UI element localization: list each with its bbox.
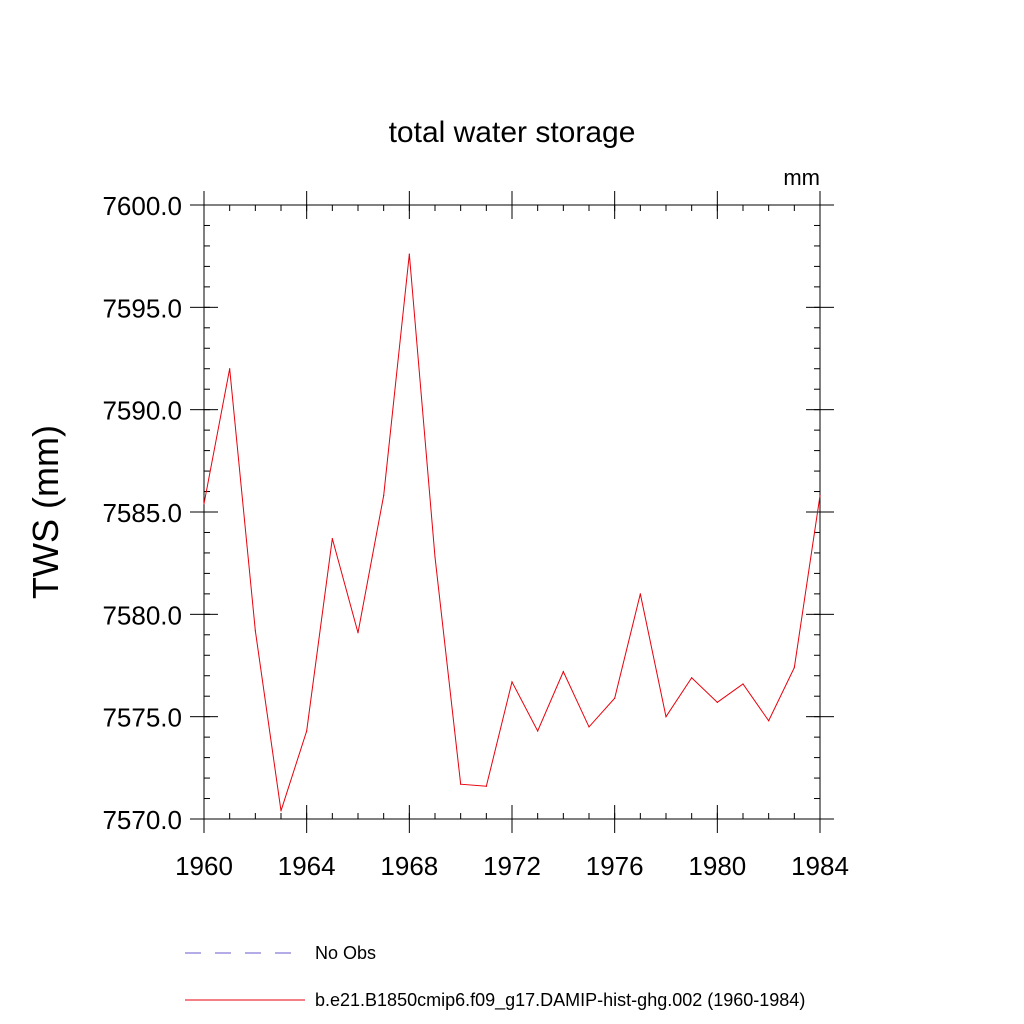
data-point	[537, 730, 539, 732]
series-layer	[203, 253, 821, 812]
chart-title: total water storage	[389, 116, 636, 149]
data-point	[639, 593, 641, 595]
x-tick-label: 1972	[483, 851, 541, 881]
y-tick-label: 7590.0	[102, 396, 182, 426]
y-tick-label: 7575.0	[102, 703, 182, 733]
x-tick-label: 1964	[278, 851, 336, 881]
data-point	[280, 810, 282, 812]
data-point	[434, 556, 436, 558]
x-tick-label: 1984	[791, 851, 849, 881]
data-point	[768, 720, 770, 722]
y-axis: 7570.0 7575.0 7580.0 7585.0 7590.0 7595.0 7600…	[102, 191, 834, 835]
data-point	[819, 495, 821, 497]
data-point	[357, 632, 359, 634]
data-point	[716, 701, 718, 703]
data-point	[460, 783, 462, 785]
plot-frame	[203, 204, 821, 820]
data-point	[383, 495, 385, 497]
data-point	[203, 503, 205, 505]
x-tick-label: 1980	[688, 851, 746, 881]
data-point	[331, 538, 333, 540]
legend-label-model: b.e21.B1850cmip6.f09_g17.DAMIP-hist-ghg.…	[315, 990, 805, 1011]
x-tick-label: 1968	[380, 851, 438, 881]
legend-label-no-obs: No Obs	[315, 943, 376, 963]
y-axis-label: TWS (mm)	[25, 425, 66, 599]
y-tick-label: 7595.0	[102, 293, 182, 323]
data-point	[408, 253, 410, 255]
y-tick-label: 7580.0	[102, 600, 182, 630]
data-point	[614, 697, 616, 699]
y-tick-label: 7585.0	[102, 498, 182, 528]
units-label: mm	[783, 165, 820, 190]
series-line	[203, 254, 821, 811]
data-point	[691, 677, 693, 679]
data-point	[254, 630, 256, 632]
data-point	[306, 730, 308, 732]
x-tick-label: 1960	[175, 851, 233, 881]
data-point	[511, 681, 513, 683]
data-point	[742, 683, 744, 685]
x-axis: 1960 1964 1968 1972 1976 1980 1984	[175, 191, 849, 881]
legend: No Obs b.e21.B1850cmip6.f09_g17.DAMIP-hi…	[185, 943, 805, 1011]
y-tick-label: 7570.0	[102, 805, 182, 835]
data-point	[485, 785, 487, 787]
data-point	[588, 726, 590, 728]
data-point	[562, 671, 564, 673]
y-tick-label: 7600.0	[102, 191, 182, 221]
x-tick-label: 1976	[586, 851, 644, 881]
data-point	[229, 368, 231, 370]
data-point	[793, 666, 795, 669]
data-point	[665, 716, 667, 718]
